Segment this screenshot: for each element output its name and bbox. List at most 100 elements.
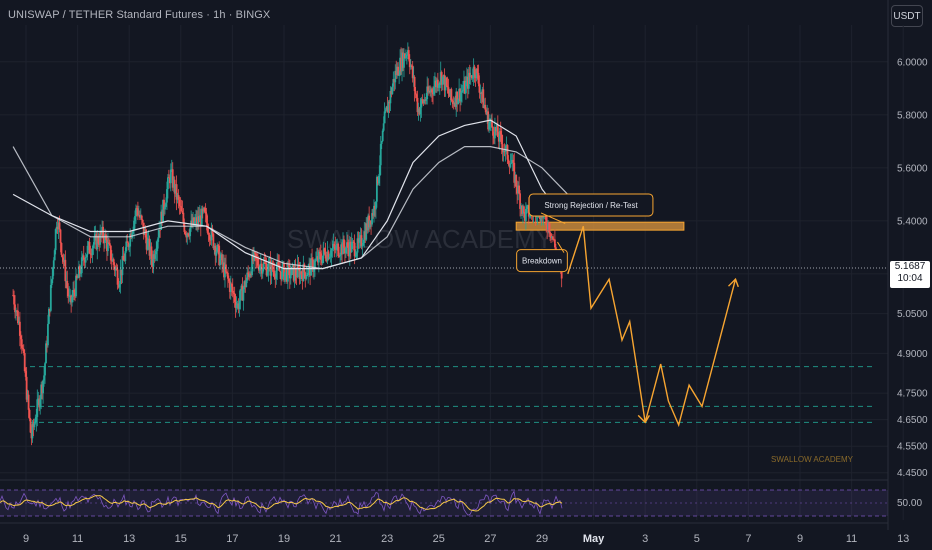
candle-body [122,255,125,260]
candle-body [354,255,357,257]
annotation-pointer [557,241,565,253]
candle-body [49,284,52,311]
candle-body [18,321,21,336]
candle-body [19,335,22,340]
candle-body [491,119,493,127]
candle-body [118,284,121,288]
candle-body [232,292,235,295]
candle-body [401,52,403,72]
candle-body [187,233,190,236]
candle-body [158,229,161,238]
currency-button[interactable]: USDT [891,5,923,27]
candle-body [410,65,413,67]
candle-body [171,169,174,188]
candle-body [164,206,166,210]
candle-body [26,394,29,400]
candle-body [261,269,264,274]
candle-body [226,271,228,273]
candle-body [286,264,289,282]
candle-body [159,229,162,231]
candle-body [483,104,486,108]
candle-body [134,216,136,221]
candle-body [28,409,31,419]
candle-body [262,262,265,270]
candle-body [160,211,163,230]
candle-body [73,289,75,293]
candle-body [525,206,528,209]
candle-body [46,343,48,346]
candle-body [67,288,70,296]
candle-body [340,244,342,255]
candle-body [81,255,84,258]
y-tick-label: 5.8000 [897,110,928,121]
y-tick-label: 5.4000 [897,216,928,227]
candle-body [35,417,38,423]
candle-body [258,266,261,271]
candle-body [34,422,37,424]
candle-body [272,269,275,271]
candle-body [125,241,128,252]
candle-body [78,266,81,274]
candle-body [212,233,215,249]
grid [0,0,904,530]
candle-body [173,179,176,194]
candle-body [477,72,480,84]
candle-body [316,256,319,263]
candle-body [204,211,207,214]
candle-body [146,240,149,250]
candle-body [440,72,443,85]
candle-body [427,86,430,93]
candle-body [60,242,63,255]
candle-body [206,223,209,233]
candle-body [107,242,109,252]
candle-body [85,254,88,257]
candle-body [193,217,195,225]
candle-body [523,206,525,213]
candle-body [513,162,516,183]
candle-body [447,87,450,94]
candle-body [270,262,273,276]
candle-body [230,283,233,287]
candle-body [86,245,89,255]
candle-body [121,255,124,276]
candle-body [480,92,483,95]
candle-body [334,246,337,250]
candle-body [199,215,202,226]
candle-body [488,122,491,130]
x-tick-label: 25 [433,533,445,545]
candle-body [183,222,186,232]
candle-body [551,236,553,238]
candle-body [470,75,473,79]
candle-body [444,77,447,91]
watermark: SWALLOW ACADEMY [287,224,553,254]
candle-body [222,262,224,265]
candle-body [459,88,461,102]
candle-body [467,72,470,89]
candle-body [383,111,386,124]
candle-body [242,289,245,301]
candle-body [116,269,119,285]
candle-body [455,91,458,108]
candle-body [196,216,199,225]
candle-body [350,242,353,253]
candle-body [141,219,144,223]
candle-body [165,202,167,207]
candle-body [364,231,367,240]
candle-body [448,93,451,97]
candle-body [503,151,506,153]
candle-body [152,254,155,267]
candle-body [83,259,86,263]
candle-body [472,66,475,78]
candle-body [68,295,71,297]
candle-body [429,90,431,93]
candle-body [524,208,527,221]
candle-body [205,213,208,224]
candle-body [284,272,286,281]
annotation-pointer [540,212,566,224]
candle-body [539,216,542,222]
candle-body [110,260,113,262]
candle-body [32,423,35,428]
candle-body [106,239,108,252]
candle-body [342,239,344,255]
